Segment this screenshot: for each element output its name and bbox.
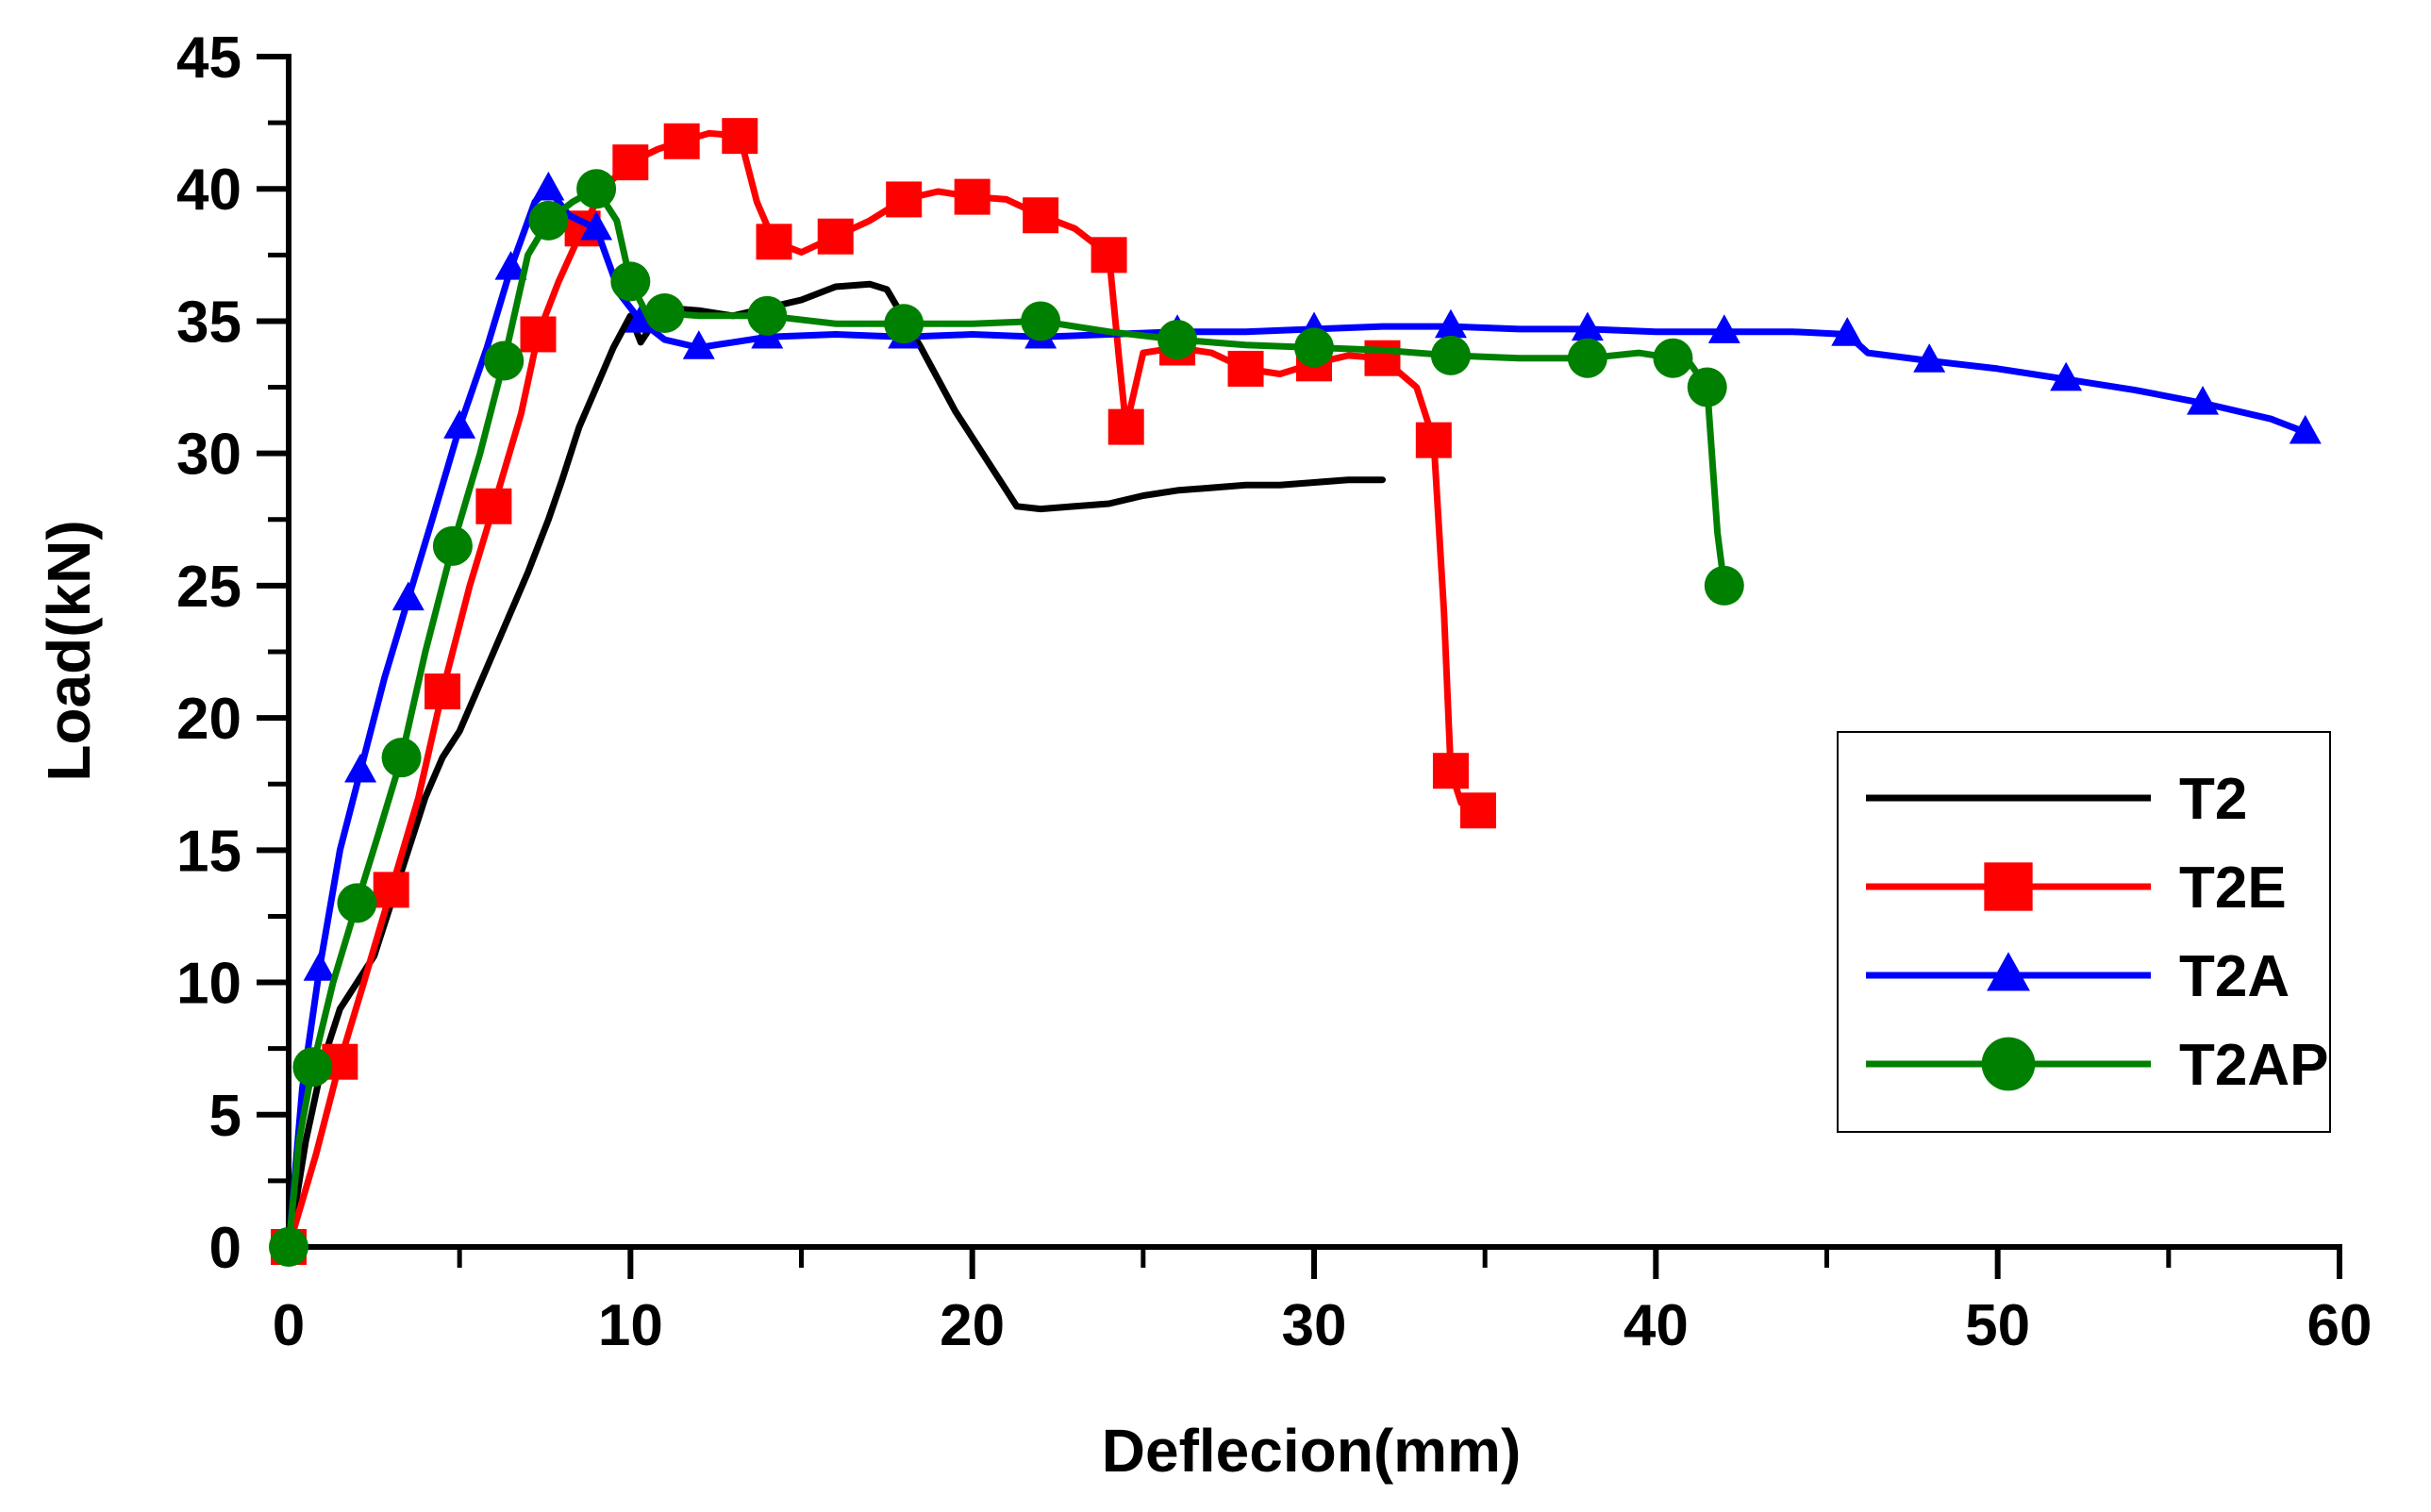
data-point-t2a — [344, 753, 377, 783]
y-tick-label: 5 — [209, 1084, 241, 1149]
data-point-t2e — [722, 118, 758, 155]
y-tick-label: 15 — [176, 819, 241, 884]
data-point-t2e — [475, 488, 512, 524]
x-tick-label: 0 — [273, 1293, 305, 1358]
data-point-t2a — [1571, 311, 1604, 341]
legend: T2 T2E T2A T2AP — [1837, 731, 2331, 1133]
x-tick-label: 50 — [1965, 1293, 2030, 1358]
legend-item-t2ap: T2AP — [1866, 1033, 2328, 1098]
data-point-t2a — [682, 330, 715, 359]
data-point-t2e — [954, 178, 991, 215]
data-point-t2e — [1023, 197, 1059, 234]
axes: 0 10 20 30 40 50 60 0 5 10 15 20 25 30 35 40 45 — [176, 25, 2372, 1358]
data-point-t2a — [391, 581, 425, 611]
data-point-t2ap — [432, 525, 473, 566]
y-tick-label: 40 — [176, 158, 241, 223]
y-tick-label: 45 — [176, 25, 241, 91]
data-point-t2e — [1432, 753, 1469, 789]
legend-marker-t2ap — [1981, 1037, 2036, 1091]
series-t2ap — [269, 169, 1744, 1267]
legend-label-t2: T2 — [2179, 767, 2247, 832]
data-point-t2a — [2187, 386, 2220, 415]
data-point-t2e — [663, 123, 700, 159]
series-line-t2ap — [285, 185, 1728, 1251]
data-point-t2a — [1434, 308, 1467, 339]
y-tick-label: 10 — [176, 952, 241, 1017]
y-tick-label: 20 — [176, 687, 241, 752]
x-tick-label: 40 — [1623, 1293, 1689, 1358]
legend-label-t2a: T2A — [2179, 944, 2289, 1009]
series-line-t2e — [285, 129, 1482, 1251]
data-point-t2a — [1831, 317, 1864, 346]
y-tick-label: 35 — [176, 290, 241, 355]
x-tick-label: 20 — [940, 1293, 1005, 1358]
y-tick-label: 25 — [176, 555, 241, 620]
data-point-t2ap — [1687, 367, 1727, 407]
data-point-t2e — [1364, 340, 1401, 376]
legend-label-t2e: T2E — [2179, 856, 2287, 921]
data-point-t2a — [1707, 314, 1740, 343]
x-tick-label: 30 — [1282, 1293, 1347, 1358]
data-point-t2a — [303, 952, 336, 981]
data-point-t2e — [373, 872, 409, 908]
data-point-t2e — [1107, 408, 1144, 445]
data-point-t2ap — [381, 738, 422, 778]
legend-item-t2e: T2E — [1866, 856, 2287, 921]
legend-item-t2: T2 — [1866, 767, 2247, 832]
data-point-t2ap — [1430, 335, 1471, 375]
y-axis-title: Load(kN) — [35, 520, 103, 781]
data-point-t2e — [817, 218, 854, 255]
data-point-t2ap — [528, 200, 569, 241]
data-point-t2ap — [644, 293, 685, 334]
data-point-t2a — [624, 304, 658, 333]
data-point-t2ap — [269, 1227, 308, 1267]
data-point-t2a — [2289, 414, 2322, 444]
legend-item-t2a: T2A — [1866, 944, 2289, 1009]
data-point-t2ap — [610, 261, 651, 302]
legend-label-t2ap: T2AP — [2179, 1033, 2328, 1098]
data-point-t2e — [886, 181, 923, 218]
data-point-t2a — [443, 409, 476, 439]
data-point-t2ap — [484, 341, 524, 381]
data-point-t2e — [520, 316, 557, 353]
legend-marker-t2e — [1984, 862, 2033, 911]
data-point-t2e — [756, 224, 792, 260]
data-point-t2ap — [1567, 338, 1607, 378]
data-point-t2e — [1415, 422, 1452, 458]
data-point-t2ap — [1021, 301, 1061, 341]
data-point-t2e — [425, 673, 461, 710]
x-tick-label: 10 — [598, 1293, 663, 1358]
data-point-t2ap — [337, 883, 377, 923]
legend-marker-t2a — [1987, 952, 2030, 991]
data-point-t2e — [612, 144, 649, 181]
data-point-t2ap — [292, 1047, 333, 1088]
data-point-t2a — [2050, 361, 2083, 391]
data-point-t2e — [1091, 237, 1127, 274]
y-tick-label: 30 — [176, 423, 241, 488]
y-tick-label: 0 — [209, 1216, 241, 1281]
data-point-t2ap — [1294, 327, 1334, 368]
data-point-t2a — [532, 171, 565, 201]
x-axis-title: Deflecion(mm) — [1102, 1417, 1522, 1485]
data-point-t2ap — [1157, 320, 1198, 360]
data-point-t2a — [580, 210, 613, 241]
data-point-t2ap — [884, 304, 924, 344]
data-point-t2a — [1913, 343, 1946, 373]
data-point-t2a — [494, 250, 527, 280]
data-point-t2ap — [1704, 565, 1744, 606]
x-tick-label: 60 — [2307, 1293, 2373, 1358]
series-layer — [269, 118, 2322, 1267]
data-point-t2ap — [576, 169, 617, 209]
data-point-t2ap — [1653, 338, 1693, 378]
data-point-t2ap — [747, 295, 788, 336]
data-point-t2e — [1227, 350, 1264, 387]
data-point-t2e — [1459, 792, 1496, 829]
